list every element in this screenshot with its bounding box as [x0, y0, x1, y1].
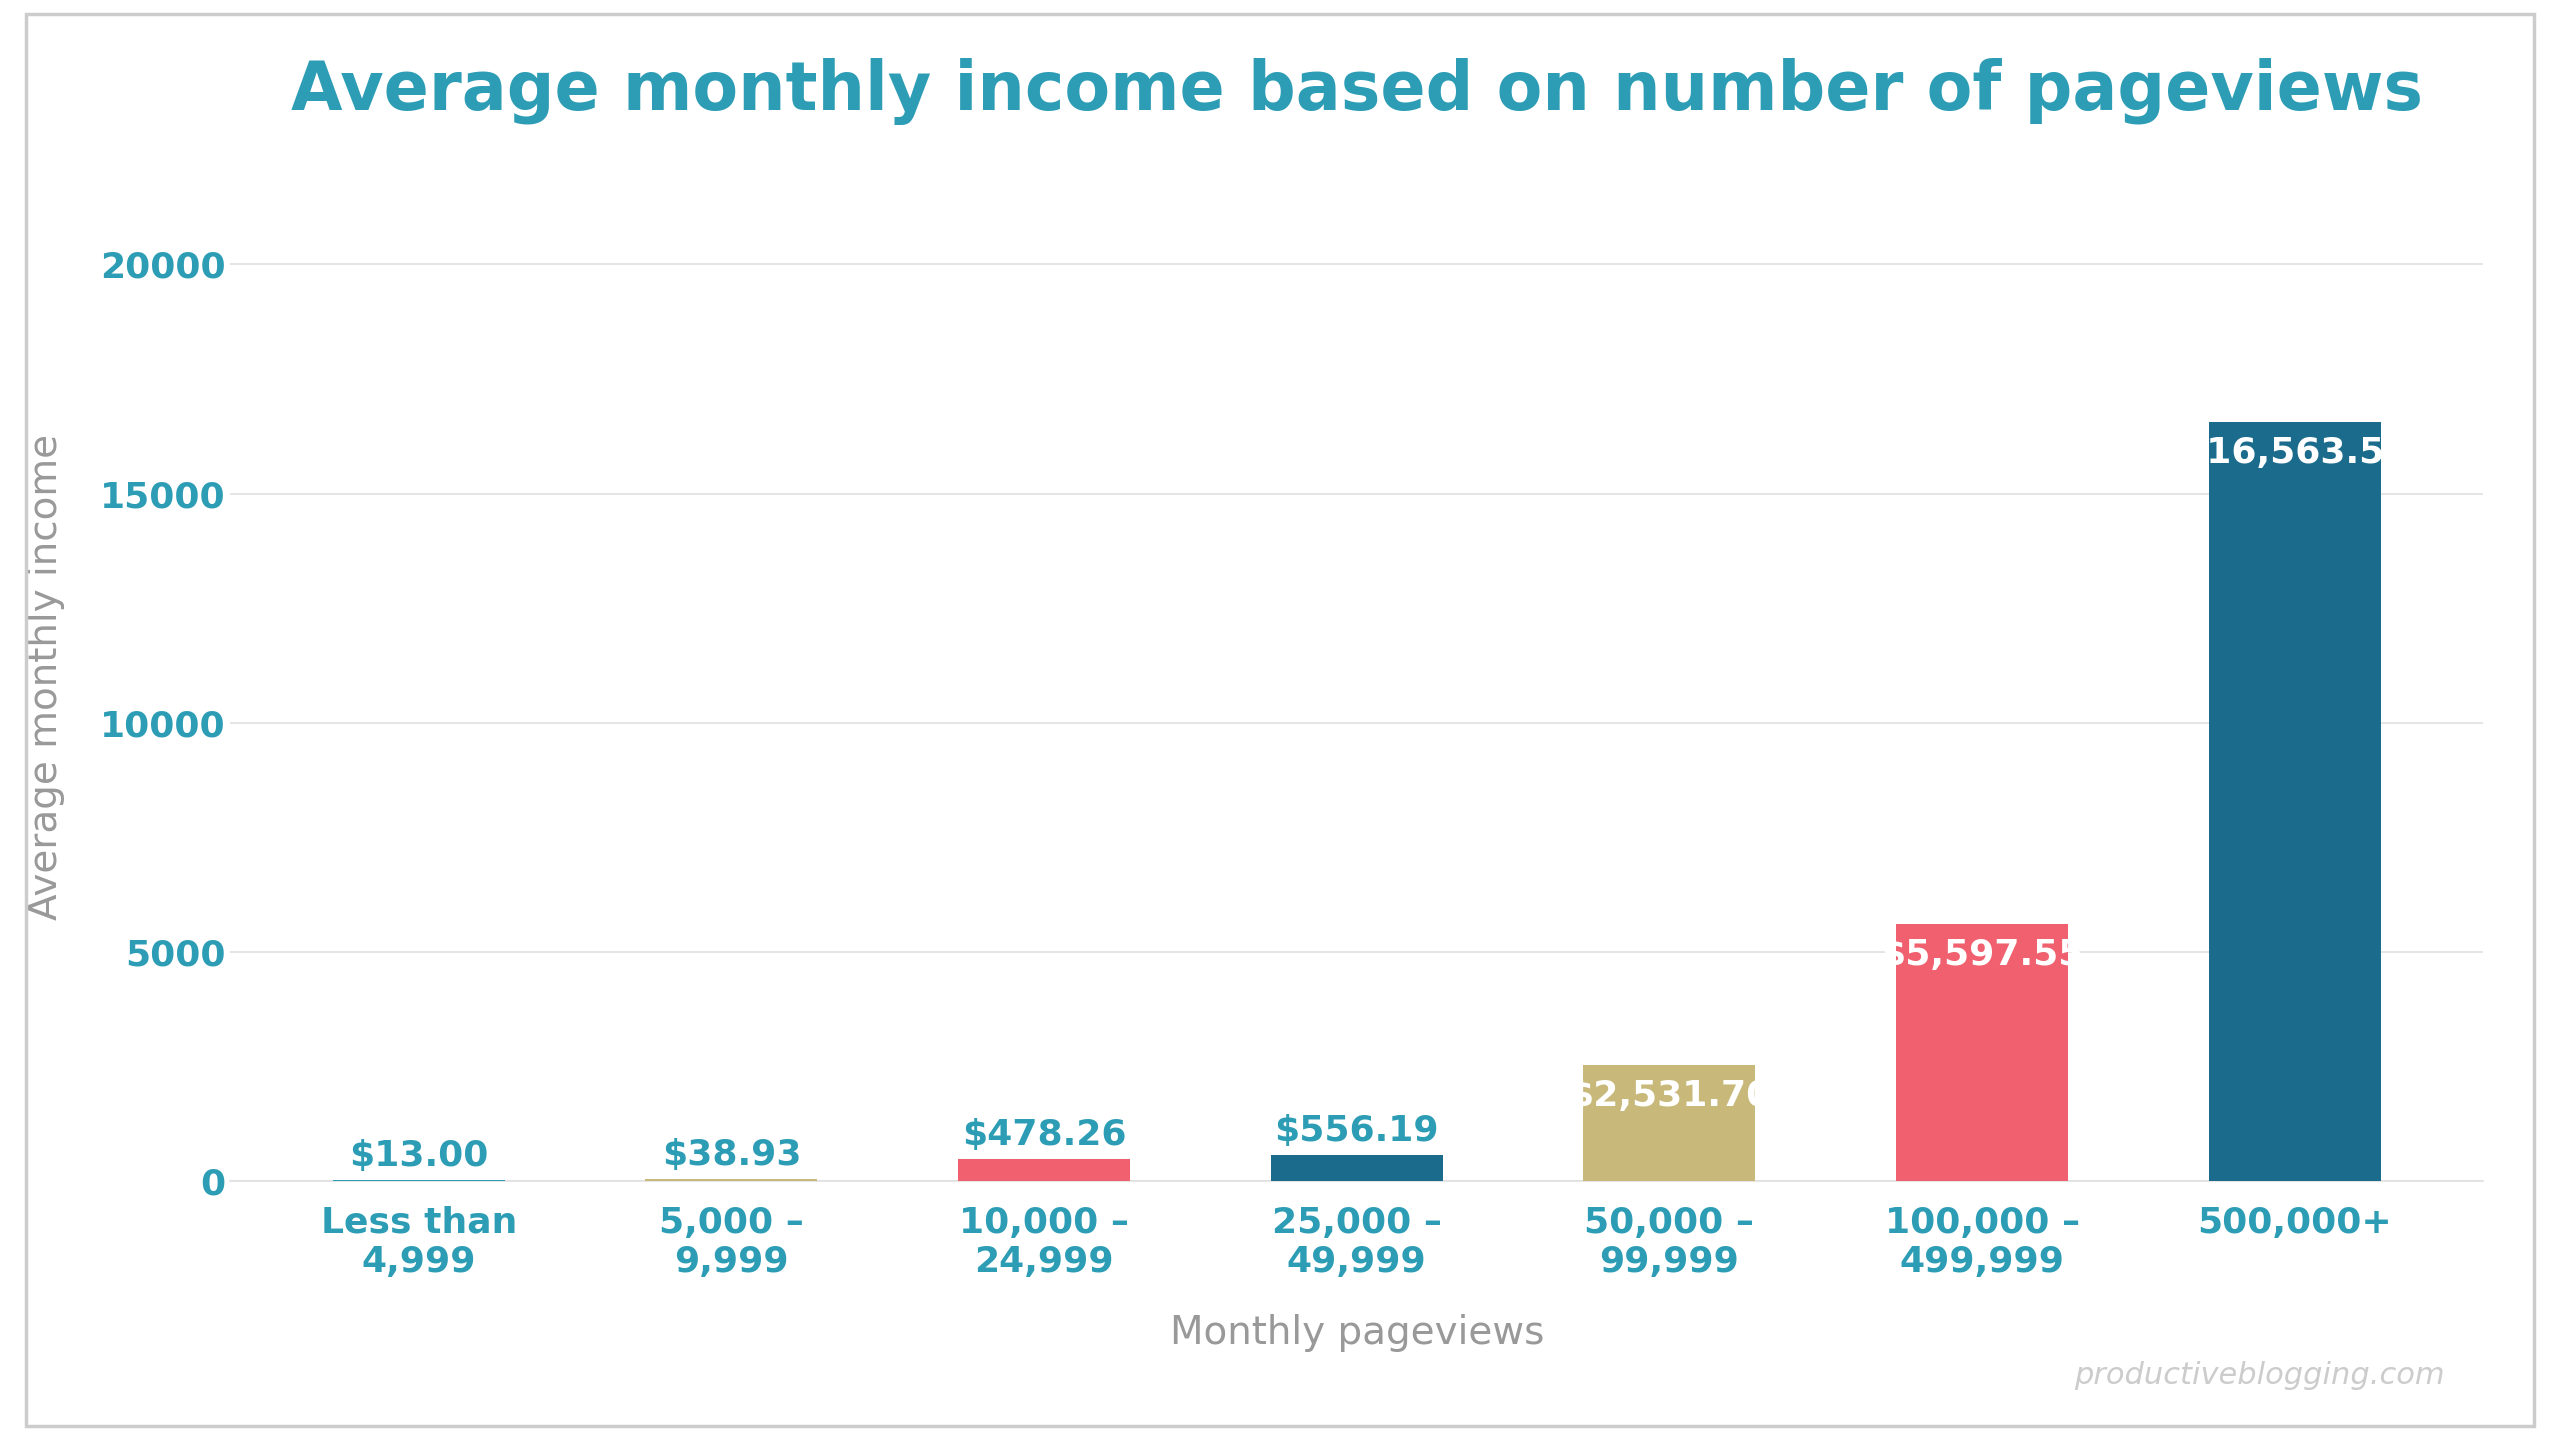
Text: $556.19: $556.19 [1275, 1115, 1439, 1149]
Text: $5,597.55: $5,597.55 [1882, 937, 2084, 972]
Bar [2209, 422, 2381, 1181]
Bar [1585, 1064, 1756, 1181]
Bar [1270, 1155, 1444, 1181]
Text: $16,563.57: $16,563.57 [2181, 436, 2409, 469]
X-axis label: Monthly pageviews: Monthly pageviews [1170, 1313, 1544, 1352]
Y-axis label: Average monthly income: Average monthly income [28, 433, 64, 920]
Text: $38.93: $38.93 [660, 1138, 801, 1172]
Text: $13.00: $13.00 [348, 1139, 489, 1174]
Bar [957, 1159, 1129, 1181]
Text: $2,531.70: $2,531.70 [1567, 1079, 1772, 1113]
Text: $478.26: $478.26 [963, 1117, 1126, 1152]
Text: productiveblogging.com: productiveblogging.com [2074, 1361, 2445, 1390]
Bar [1897, 924, 2068, 1181]
Bar [645, 1179, 817, 1181]
Title: Average monthly income based on number of pageviews: Average monthly income based on number o… [292, 58, 2422, 125]
